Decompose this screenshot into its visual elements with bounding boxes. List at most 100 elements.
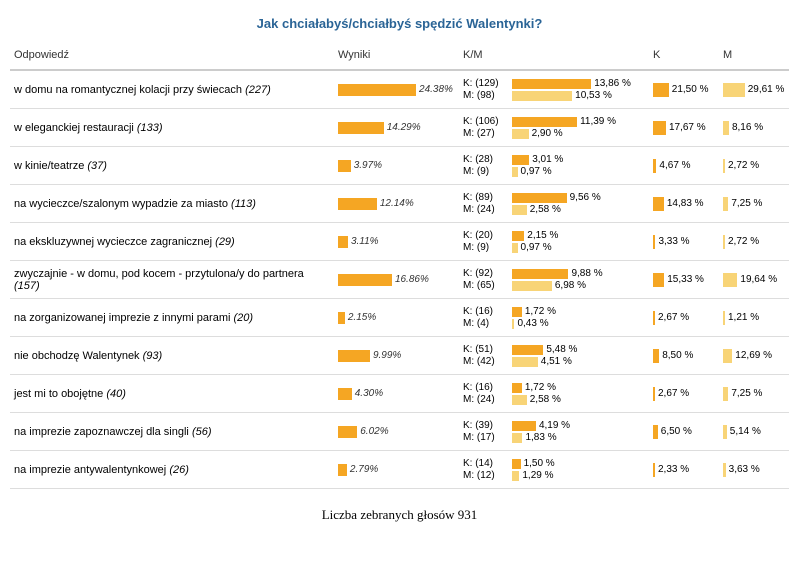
col-m: M bbox=[719, 45, 789, 70]
k-col-cell: 2,33 % bbox=[649, 451, 719, 489]
km-cell: K: (129)13,86 %M: (98)10,53 % bbox=[459, 70, 649, 109]
answer-cell: w kinie/teatrze (37) bbox=[10, 147, 334, 185]
km-cell: K: (14)1,50 %M: (12)1,29 % bbox=[459, 451, 649, 489]
k-col-cell: 21,50 % bbox=[649, 70, 719, 109]
result-bar-cell: 12.14% bbox=[334, 185, 459, 223]
result-bar bbox=[338, 464, 347, 476]
km-cell: K: (16)1,72 %M: (24)2,58 % bbox=[459, 375, 649, 413]
footer-total: Liczba zebranych głosów 931 bbox=[10, 507, 789, 523]
answer-cell: na imprezie zapoznawczej dla singli (56) bbox=[10, 413, 334, 451]
result-pct: 3.11% bbox=[351, 236, 379, 247]
m-bar bbox=[512, 243, 518, 253]
result-bar bbox=[338, 312, 345, 324]
result-pct: 9.99% bbox=[373, 350, 401, 361]
result-bar-cell: 3.11% bbox=[334, 223, 459, 261]
m-col-cell: 3,63 % bbox=[719, 451, 789, 489]
m-col-cell: 5,14 % bbox=[719, 413, 789, 451]
chart-title: Jak chciałabyś/chciałbyś spędzić Walenty… bbox=[10, 16, 789, 31]
k-col-bar bbox=[653, 273, 664, 287]
k-col-bar bbox=[653, 235, 655, 249]
m-bar bbox=[512, 471, 519, 481]
m-col-bar bbox=[723, 311, 725, 325]
result-pct: 16.86% bbox=[395, 274, 429, 285]
result-bar bbox=[338, 160, 351, 172]
result-bar bbox=[338, 198, 377, 210]
m-col-bar bbox=[723, 387, 728, 401]
result-bar bbox=[338, 274, 392, 286]
result-pct: 4.30% bbox=[355, 388, 383, 399]
m-bar bbox=[512, 319, 514, 329]
table-row: w domu na romantycznej kolacji przy świe… bbox=[10, 70, 789, 109]
table-row: na imprezie zapoznawczej dla singli (56)… bbox=[10, 413, 789, 451]
result-pct: 12.14% bbox=[380, 198, 414, 209]
k-col-bar bbox=[653, 121, 666, 135]
k-col-bar bbox=[653, 463, 655, 477]
result-bar-cell: 2.79% bbox=[334, 451, 459, 489]
m-col-cell: 2,72 % bbox=[719, 223, 789, 261]
k-col-cell: 2,67 % bbox=[649, 299, 719, 337]
m-col-cell: 7,25 % bbox=[719, 375, 789, 413]
m-bar bbox=[512, 357, 538, 367]
k-bar bbox=[512, 307, 522, 317]
k-col-bar bbox=[653, 387, 655, 401]
col-answer: Odpowiedź bbox=[10, 45, 334, 70]
m-bar bbox=[512, 281, 552, 291]
m-bar bbox=[512, 205, 527, 215]
km-cell: K: (28)3,01 %M: (9)0,97 % bbox=[459, 147, 649, 185]
result-bar-cell: 16.86% bbox=[334, 261, 459, 299]
answer-cell: na wycieczce/szalonym wypadzie za miasto… bbox=[10, 185, 334, 223]
m-col-cell: 12,69 % bbox=[719, 337, 789, 375]
m-bar bbox=[512, 167, 518, 177]
result-pct: 2.79% bbox=[350, 464, 378, 475]
k-col-bar bbox=[653, 425, 658, 439]
k-col-cell: 6,50 % bbox=[649, 413, 719, 451]
m-col-cell: 1,21 % bbox=[719, 299, 789, 337]
answer-cell: na zorganizowanej imprezie z innymi para… bbox=[10, 299, 334, 337]
k-bar bbox=[512, 383, 522, 393]
m-col-bar bbox=[723, 425, 727, 439]
k-col-cell: 2,67 % bbox=[649, 375, 719, 413]
table-row: na zorganizowanej imprezie z innymi para… bbox=[10, 299, 789, 337]
km-cell: K: (51)5,48 %M: (42)4,51 % bbox=[459, 337, 649, 375]
k-bar bbox=[512, 345, 543, 355]
result-pct: 2.15% bbox=[348, 312, 376, 323]
table-row: na imprezie antywalentynkowej (26)2.79%K… bbox=[10, 451, 789, 489]
m-col-cell: 7,25 % bbox=[719, 185, 789, 223]
k-bar bbox=[512, 155, 529, 165]
m-col-bar bbox=[723, 197, 728, 211]
col-km: K/M bbox=[459, 45, 649, 70]
answer-cell: zwyczajnie - w domu, pod kocem - przytul… bbox=[10, 261, 334, 299]
table-row: zwyczajnie - w domu, pod kocem - przytul… bbox=[10, 261, 789, 299]
m-col-bar bbox=[723, 121, 729, 135]
table-row: w eleganckiej restauracji (133)14.29%K: … bbox=[10, 109, 789, 147]
km-cell: K: (20)2,15 %M: (9)0,97 % bbox=[459, 223, 649, 261]
result-pct: 6.02% bbox=[360, 426, 388, 437]
m-col-bar bbox=[723, 83, 745, 97]
k-col-cell: 4,67 % bbox=[649, 147, 719, 185]
km-cell: K: (16)1,72 %M: (4)0,43 % bbox=[459, 299, 649, 337]
k-col-bar bbox=[653, 197, 664, 211]
result-pct: 24.38% bbox=[419, 84, 453, 95]
m-col-cell: 29,61 % bbox=[719, 70, 789, 109]
km-cell: K: (89)9,56 %M: (24)2,58 % bbox=[459, 185, 649, 223]
k-bar bbox=[512, 459, 521, 469]
table-row: w kinie/teatrze (37)3.97%K: (28)3,01 %M:… bbox=[10, 147, 789, 185]
answer-cell: jest mi to obojętne (40) bbox=[10, 375, 334, 413]
m-bar bbox=[512, 395, 527, 405]
m-col-cell: 8,16 % bbox=[719, 109, 789, 147]
answer-cell: nie obchodzę Walentynek (93) bbox=[10, 337, 334, 375]
result-bar bbox=[338, 388, 352, 400]
result-bar-cell: 2.15% bbox=[334, 299, 459, 337]
m-bar bbox=[512, 433, 522, 443]
k-col-cell: 8,50 % bbox=[649, 337, 719, 375]
m-col-bar bbox=[723, 159, 725, 173]
table-row: nie obchodzę Walentynek (93) 9.99% K: (51)… bbox=[10, 337, 789, 375]
col-k: K bbox=[649, 45, 719, 70]
answer-cell: w eleganckiej restauracji (133) bbox=[10, 109, 334, 147]
result-bar bbox=[338, 426, 357, 438]
k-bar bbox=[512, 193, 567, 203]
m-col-bar bbox=[723, 235, 725, 249]
m-col-bar bbox=[723, 463, 726, 477]
m-col-cell: 2,72 % bbox=[719, 147, 789, 185]
k-bar bbox=[512, 421, 536, 431]
